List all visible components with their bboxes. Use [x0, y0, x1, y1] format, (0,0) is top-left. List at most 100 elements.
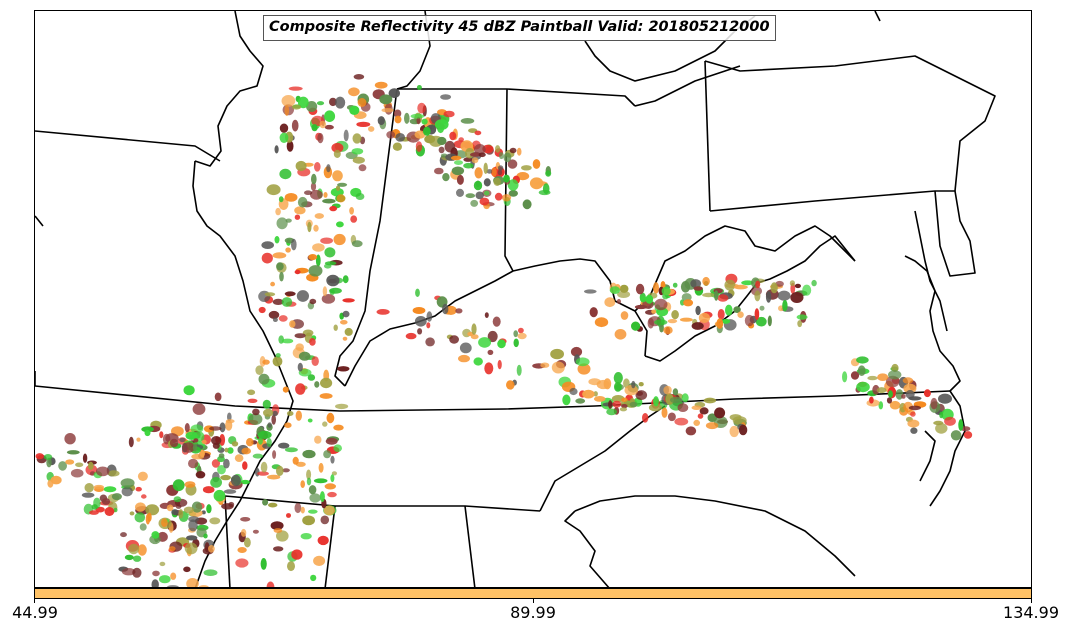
reflectivity-blob — [478, 152, 486, 158]
reflectivity-blob — [302, 329, 314, 337]
reflectivity-blob — [135, 502, 146, 512]
reflectivity-blob — [333, 324, 338, 331]
reflectivity-blob — [284, 291, 296, 297]
reflectivity-blob — [315, 254, 321, 267]
reflectivity-blob — [857, 365, 866, 377]
reflectivity-blob — [685, 426, 697, 436]
reflectivity-blob — [507, 159, 518, 169]
reflectivity-blob — [203, 569, 218, 576]
reflectivity-blob — [168, 546, 176, 552]
reflectivity-blob — [241, 447, 251, 455]
reflectivity-blob — [767, 315, 772, 327]
reflectivity-blob — [459, 342, 472, 354]
reflectivity-blob — [437, 136, 447, 146]
reflectivity-blob — [651, 309, 657, 314]
reflectivity-blob — [286, 411, 294, 416]
reflectivity-blob — [923, 389, 931, 398]
reflectivity-blob — [262, 499, 269, 506]
reflectivity-blob — [473, 357, 483, 366]
reflectivity-blob — [81, 492, 95, 498]
reflectivity-blob — [159, 431, 164, 439]
reflectivity-blob — [320, 377, 333, 389]
reflectivity-blob — [729, 425, 739, 438]
reflectivity-blob — [210, 477, 223, 488]
reflectivity-blob — [388, 88, 400, 99]
reflectivity-blob — [703, 397, 717, 404]
reflectivity-blob — [487, 330, 498, 343]
reflectivity-blob — [905, 389, 915, 399]
delaware-border — [934, 190, 976, 277]
reflectivity-blob — [184, 423, 190, 433]
reflectivity-blob — [635, 283, 645, 295]
reflectivity-blob — [50, 475, 62, 485]
reflectivity-blob — [309, 298, 317, 305]
reflectivity-blob — [297, 196, 308, 208]
reflectivity-blob — [458, 137, 465, 142]
reflectivity-blob — [680, 281, 691, 293]
reflectivity-blob — [738, 424, 748, 436]
reflectivity-blob — [228, 501, 235, 508]
reflectivity-blob — [349, 207, 354, 215]
reflectivity-blob — [331, 471, 337, 476]
reflectivity-blob — [166, 585, 180, 587]
reflectivity-blob — [589, 307, 598, 318]
reflectivity-blob — [642, 413, 649, 423]
georgia-sc-border — [564, 510, 610, 587]
reflectivity-blob — [121, 568, 136, 576]
reflectivity-blob — [184, 542, 198, 555]
reflectivity-blob — [454, 160, 463, 166]
reflectivity-blob — [193, 438, 199, 443]
reflectivity-blob — [248, 413, 263, 426]
reflectivity-blob — [107, 470, 120, 477]
reflectivity-blob — [300, 533, 312, 540]
reflectivity-blob — [503, 152, 512, 163]
reflectivity-blob — [473, 180, 483, 191]
reflectivity-blob — [151, 531, 160, 539]
reflectivity-blob — [551, 361, 565, 374]
map-panel[interactable] — [34, 10, 1032, 588]
reflectivity-blob — [456, 188, 464, 197]
reflectivity-blob — [333, 444, 343, 453]
reflectivity-blob — [310, 189, 323, 200]
reflectivity-blob — [242, 461, 248, 470]
reflectivity-blob — [317, 133, 324, 144]
reflectivity-blob — [693, 286, 703, 291]
reflectivity-blob — [474, 167, 483, 179]
reflectivity-blob — [313, 224, 319, 232]
reflectivity-blob — [350, 215, 358, 223]
reflectivity-blob — [661, 407, 668, 418]
reflectivity-blob — [355, 193, 365, 200]
reflectivity-blob — [312, 243, 325, 252]
reflectivity-blob — [275, 353, 281, 358]
reflectivity-blob — [717, 309, 725, 320]
reflectivity-blob — [272, 410, 278, 417]
reflectivity-blob — [663, 326, 673, 335]
reflectivity-blob — [645, 294, 654, 304]
reflectivity-blob — [113, 507, 118, 513]
reflectivity-blob — [247, 398, 258, 403]
reflectivity-blob — [66, 450, 80, 455]
reflectivity-blob — [705, 422, 719, 430]
reflectivity-blob — [272, 450, 277, 459]
reflectivity-blob — [327, 491, 337, 498]
reflectivity-blob — [151, 579, 159, 587]
reflectivity-blob — [240, 528, 247, 537]
reflectivity-blob — [252, 408, 260, 416]
reflectivity-blob — [324, 124, 334, 130]
reflectivity-blob — [395, 133, 406, 142]
reflectivity-blob — [120, 478, 135, 488]
reflectivity-blob — [234, 454, 244, 462]
reflectivity-blob — [483, 162, 488, 174]
reflectivity-blob — [421, 118, 428, 125]
reflectivity-blob — [654, 298, 668, 311]
reflectivity-blob — [695, 305, 701, 316]
reflectivity-blob — [272, 298, 284, 305]
reflectivity-blob — [244, 537, 251, 548]
reflectivity-blob — [518, 327, 524, 334]
reflectivity-blob — [192, 443, 198, 452]
reflectivity-blob — [203, 533, 208, 539]
reflectivity-blob — [357, 98, 367, 107]
reflectivity-blob — [575, 357, 590, 367]
reflectivity-blob — [279, 168, 292, 180]
reflectivity-blob — [291, 119, 299, 132]
